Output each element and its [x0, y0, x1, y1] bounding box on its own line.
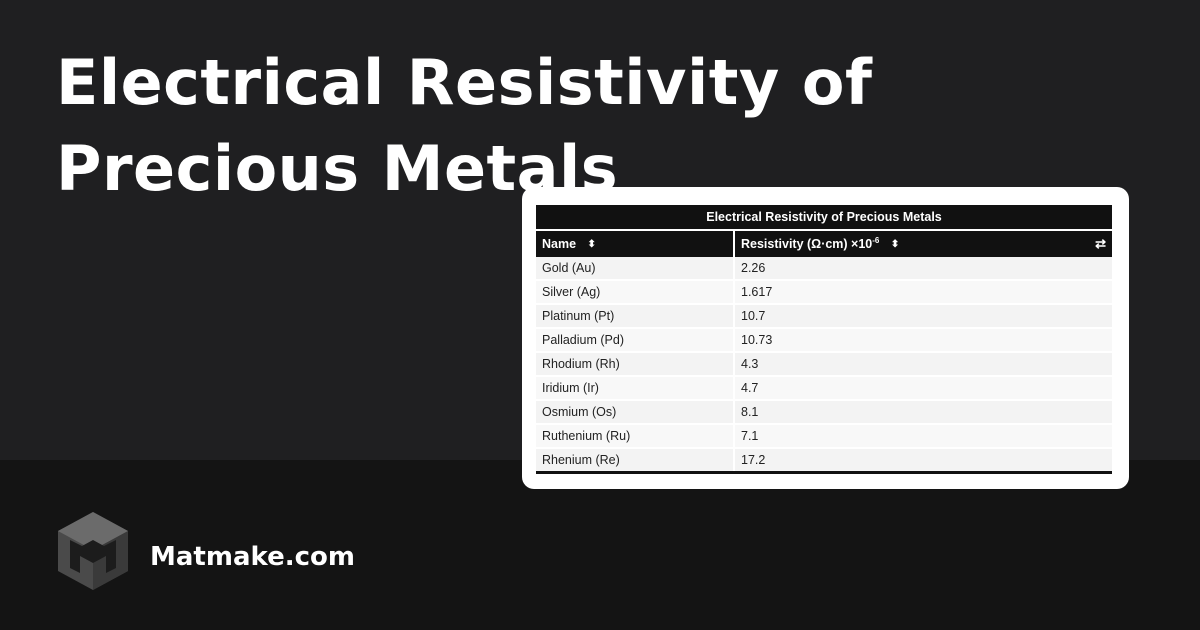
swap-icon[interactable]: ⇄: [1095, 236, 1106, 251]
cell-name: Iridium (Ir): [536, 376, 735, 401]
table-card: Electrical Resistivity of Precious Metal…: [522, 187, 1129, 489]
table-row: Osmium (Os) 8.1: [536, 400, 1112, 425]
table-row: Rhodium (Rh) 4.3: [536, 352, 1112, 377]
column-header-resistivity-exponent: -6: [872, 236, 880, 245]
column-header-name[interactable]: Name ⬍: [536, 229, 735, 257]
table-caption: Electrical Resistivity of Precious Metal…: [536, 205, 1112, 229]
brand-name[interactable]: Matmake.com: [150, 542, 355, 572]
cell-resistivity: 4.3: [734, 352, 1112, 377]
table-row: Ruthenium (Ru) 7.1: [536, 424, 1112, 449]
cell-resistivity: 10.73: [734, 328, 1112, 353]
cell-name: Gold (Au): [536, 257, 735, 281]
cell-resistivity: 7.1: [734, 424, 1112, 449]
column-header-name-label: Name: [542, 237, 577, 251]
cell-name: Silver (Ag): [536, 280, 735, 305]
table-wrapper: Electrical Resistivity of Precious Metal…: [536, 205, 1112, 474]
cell-name: Rhenium (Re): [536, 448, 735, 474]
resistivity-table: Electrical Resistivity of Precious Metal…: [536, 205, 1112, 474]
cell-resistivity: 1.617: [734, 280, 1112, 305]
cell-resistivity: 2.26: [734, 257, 1112, 281]
sort-icon[interactable]: ⬍: [890, 239, 900, 251]
header-row: Name ⬍ Resistivity (Ω·cm) ×10-6 ⬍ ⇄: [536, 229, 1112, 257]
column-header-resistivity[interactable]: Resistivity (Ω·cm) ×10-6 ⬍ ⇄: [734, 229, 1112, 257]
cell-name: Osmium (Os): [536, 400, 735, 425]
matmake-cube-logo-icon: [58, 512, 128, 590]
cell-name: Rhodium (Rh): [536, 352, 735, 377]
column-header-resistivity-label: Resistivity (Ω·cm) ×10: [741, 237, 873, 252]
table-row: Gold (Au) 2.26: [536, 257, 1112, 281]
cell-name: Platinum (Pt): [536, 304, 735, 329]
cell-resistivity: 10.7: [734, 304, 1112, 329]
cell-resistivity: 4.7: [734, 376, 1112, 401]
cell-resistivity: 8.1: [734, 400, 1112, 425]
table-row: Iridium (Ir) 4.7: [536, 376, 1112, 401]
table-row: Palladium (Pd) 10.73: [536, 328, 1112, 353]
table-row: Rhenium (Re) 17.2: [536, 448, 1112, 474]
table-row: Platinum (Pt) 10.7: [536, 304, 1112, 329]
sort-icon[interactable]: ⬍: [587, 239, 596, 251]
cell-name: Palladium (Pd): [536, 328, 735, 353]
cell-resistivity: 17.2: [734, 448, 1112, 474]
table-row: Silver (Ag) 1.617: [536, 280, 1112, 305]
cell-name: Ruthenium (Ru): [536, 424, 735, 449]
